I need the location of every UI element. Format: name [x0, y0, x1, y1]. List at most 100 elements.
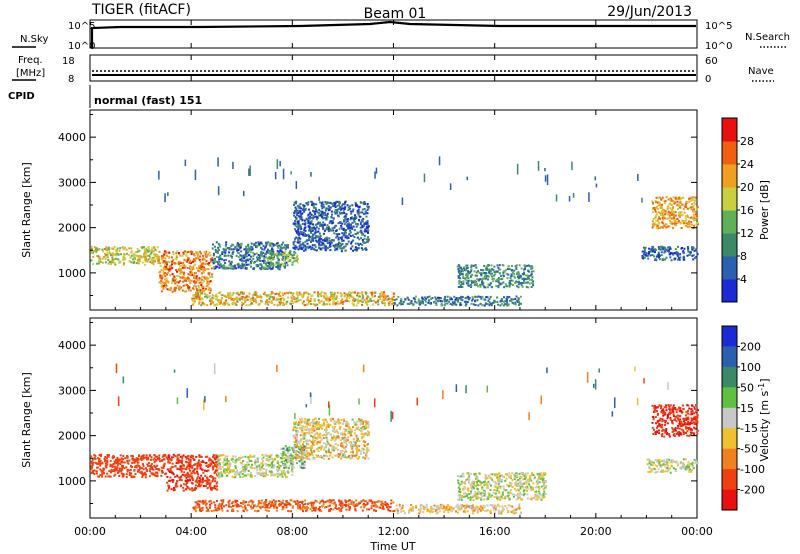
power-cell	[363, 222, 366, 225]
power-cell	[150, 252, 153, 255]
power-cell	[160, 290, 163, 293]
velocity-cell	[167, 459, 170, 462]
velocity-cell	[191, 487, 194, 490]
power-cell	[302, 241, 305, 244]
power-cell	[482, 285, 485, 288]
power-cell	[321, 242, 324, 245]
power-cell	[132, 252, 135, 255]
velocity-cell	[210, 502, 213, 505]
power-cell	[157, 257, 160, 260]
power-cell	[344, 218, 347, 221]
power-cell	[193, 254, 196, 257]
velocity-cell	[145, 467, 147, 470]
power-cell	[331, 303, 334, 306]
power-cell	[478, 272, 481, 274]
power-cell	[317, 291, 319, 294]
velocity-cell	[196, 467, 199, 470]
power-cell	[520, 276, 523, 279]
velocity-cell	[334, 507, 337, 509]
velocity-cell	[217, 464, 220, 467]
power-cell	[299, 240, 302, 243]
power-cell	[272, 298, 275, 301]
power-cell	[518, 276, 520, 279]
power-cell	[298, 291, 301, 294]
power-cell	[645, 254, 648, 257]
velocity-cell	[258, 465, 261, 468]
power-cell	[221, 294, 224, 297]
power-cell	[357, 223, 360, 226]
power-cell	[107, 246, 110, 249]
velocity-cell	[261, 505, 264, 508]
power-streak	[588, 192, 590, 202]
velocity-cell	[144, 471, 147, 474]
power-cell	[197, 278, 200, 281]
power-cell	[106, 253, 109, 256]
power-cell	[241, 264, 244, 267]
power-cell	[105, 246, 108, 249]
power-cell	[349, 235, 352, 237]
velocity-cell	[172, 473, 175, 476]
velocity-cell	[246, 461, 249, 464]
power-cell	[240, 264, 243, 267]
power-cell	[112, 261, 115, 264]
power-cell	[486, 268, 489, 271]
velocity-cell	[114, 461, 117, 463]
velocity-cell	[309, 508, 312, 511]
velocity-cell	[330, 499, 333, 502]
velocity-cell	[166, 457, 169, 460]
power-cell	[281, 262, 284, 265]
power-cell	[493, 299, 496, 302]
power-cell	[460, 281, 463, 284]
power-cell	[327, 226, 330, 228]
power-cell	[244, 301, 247, 303]
power-cell	[366, 205, 369, 208]
power-cell	[241, 304, 243, 307]
power-cell	[136, 250, 139, 253]
power-cell	[358, 205, 361, 208]
velocity-cell	[191, 465, 194, 468]
power-cell	[329, 202, 332, 205]
power-cell	[232, 299, 235, 302]
power-cell	[92, 255, 95, 258]
power-cell	[224, 303, 227, 306]
velocity-cell	[254, 461, 257, 464]
power-cell	[224, 245, 227, 248]
power-streak	[295, 181, 298, 189]
velocity-cell	[206, 478, 209, 481]
power-cell	[651, 211, 654, 214]
velocity-cell	[215, 469, 218, 472]
velocity-cell	[171, 462, 174, 465]
velocity-cell	[218, 507, 221, 510]
power-cell	[310, 221, 313, 224]
power-cell	[90, 248, 93, 251]
power-cell	[352, 249, 355, 252]
velocity-cell	[137, 458, 140, 461]
power-cell	[505, 303, 508, 306]
power-cell	[129, 256, 132, 259]
power-cell	[331, 202, 333, 205]
power-cell	[182, 280, 185, 283]
power-cell	[320, 205, 323, 208]
freq-tick-top: 18	[62, 56, 75, 67]
power-cell	[176, 250, 179, 253]
power-cell	[384, 304, 386, 307]
power-cell	[296, 261, 299, 264]
power-cell	[215, 293, 218, 296]
power-cell	[312, 217, 315, 220]
velocity-cell	[207, 508, 209, 511]
velocity-cell	[180, 469, 183, 471]
power-cell	[225, 248, 228, 251]
power-cell	[245, 263, 248, 266]
power-cell	[156, 246, 159, 249]
power-cell	[206, 296, 209, 299]
power-cell	[474, 304, 477, 306]
power-cell	[198, 264, 201, 267]
power-cell	[145, 247, 148, 250]
power-cell	[429, 302, 432, 305]
power-cell	[503, 286, 506, 289]
velocity-cell	[227, 464, 230, 467]
power-cell	[438, 296, 441, 299]
velocity-cell	[201, 507, 204, 509]
power-cell	[216, 251, 219, 254]
velocity-cell	[178, 476, 181, 479]
